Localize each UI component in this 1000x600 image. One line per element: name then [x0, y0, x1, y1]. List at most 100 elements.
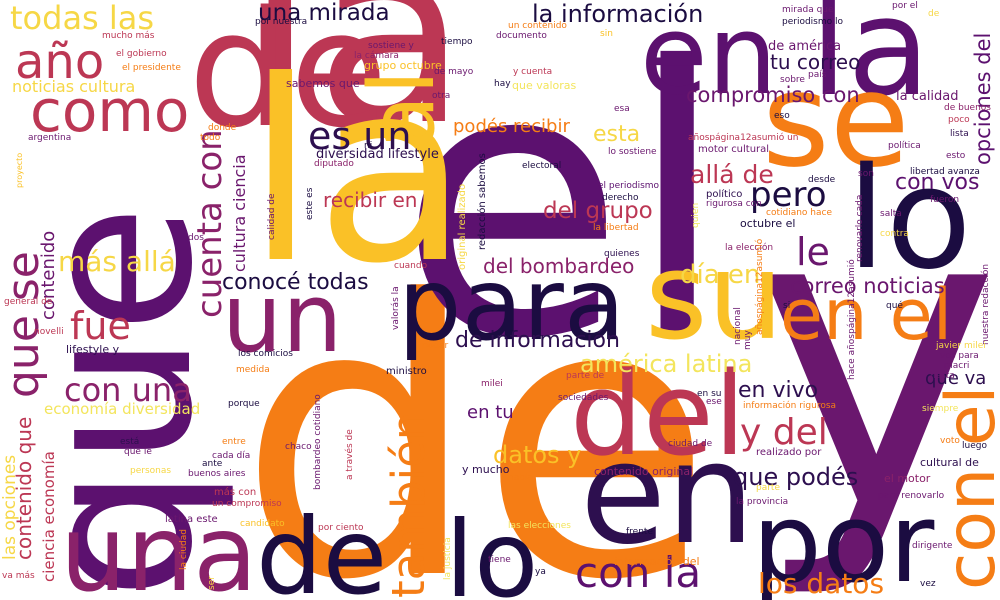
cloud-word: novelli: [34, 327, 64, 337]
cloud-word: nuestra redacción: [981, 263, 991, 345]
cloud-word: la elección: [725, 243, 774, 253]
cloud-word: para: [398, 246, 626, 363]
cloud-word: quienes: [604, 249, 640, 259]
cloud-word: esto: [946, 151, 966, 161]
cloud-word: renovarlo cada: [855, 194, 865, 262]
cloud-word: y: [752, 115, 1000, 600]
cloud-word: que va: [925, 368, 987, 389]
cloud-word: la información: [532, 0, 704, 28]
cloud-word: contenido original: [594, 465, 694, 478]
cloud-word: del bombardeo: [483, 254, 635, 278]
cloud-word: sostiene y: [368, 41, 414, 51]
cloud-word: cultura ciencia: [230, 154, 249, 272]
cloud-word: los comicios: [238, 349, 293, 359]
cloud-word: documento: [496, 31, 547, 41]
cloud-word: macri: [944, 361, 970, 371]
cloud-word: información rigurosa: [743, 401, 837, 411]
cloud-word: política: [888, 141, 921, 151]
cloud-word: medida: [236, 365, 270, 375]
cloud-word: que podés: [733, 463, 859, 491]
cloud-word: poder: [422, 341, 449, 351]
cloud-word: las elecciones: [508, 521, 571, 531]
cloud-word: la provincia: [736, 497, 789, 507]
cloud-word: compromiso con: [686, 83, 860, 107]
cloud-word: todo: [200, 133, 221, 143]
cloud-word: en: [580, 413, 755, 576]
cloud-word: del grupo: [543, 198, 653, 224]
cloud-word: con la: [575, 548, 702, 597]
cloud-word: correo noticias: [790, 274, 945, 298]
cloud-word: se: [762, 44, 910, 196]
cloud-word: frente: [626, 527, 653, 537]
cloud-word: el presidente: [122, 63, 181, 73]
cloud-word: sin: [600, 29, 613, 39]
cloud-word: ya: [535, 567, 546, 577]
cloud-word: allá de: [690, 160, 774, 189]
cloud-word: la libertad: [593, 223, 639, 233]
cloud-word: una: [60, 493, 258, 600]
cloud-word: como: [30, 77, 190, 145]
cloud-word: muy: [743, 330, 753, 350]
cloud-word: bombardeo cotidiano: [313, 394, 323, 490]
cloud-word: tiene: [488, 555, 511, 565]
cloud-word: periodismo lo: [782, 17, 844, 27]
cloud-word: a través de: [345, 429, 355, 480]
cloud-word: los datos: [758, 567, 885, 600]
cloud-word: nacional: [733, 307, 743, 345]
cloud-word: general de: [4, 297, 53, 307]
cloud-word: con vos: [895, 170, 980, 195]
cloud-word: ser: [207, 576, 217, 590]
cloud-word: en el: [780, 274, 953, 356]
cloud-word: y cuenta: [513, 67, 553, 77]
cloud-word: porque: [228, 399, 260, 409]
cloud-word: dos: [188, 233, 204, 243]
cloud-word: por: [752, 479, 935, 600]
cloud-word: tu correo: [770, 50, 861, 74]
cloud-word: ese: [706, 397, 722, 407]
cloud-word: que le: [124, 447, 152, 457]
cloud-word: javier milei: [936, 341, 986, 351]
cloud-word: había: [508, 473, 533, 483]
cloud-word: grupo octubre: [364, 59, 442, 72]
cloud-word: dirigente: [912, 541, 953, 551]
cloud-word: donde: [208, 123, 237, 133]
cloud-word: es un: [308, 114, 412, 158]
cloud-word: la justicia: [443, 537, 453, 580]
cloud-word: hay: [494, 79, 511, 89]
cloud-word: lo sostiene: [608, 147, 657, 157]
cloud-word: la: [245, 0, 468, 180]
cloud-word: economía diversidad: [44, 400, 201, 418]
cloud-word: cultural de: [920, 456, 979, 469]
cloud-word: añospágina12asumió un: [688, 133, 799, 143]
cloud-word: está: [120, 437, 140, 447]
cloud-word: quien: [691, 202, 701, 228]
cloud-word: más con: [214, 487, 257, 498]
cloud-word: chaco: [285, 442, 312, 452]
cloud-word: salta: [880, 209, 902, 219]
cloud-word: un contenido: [508, 21, 567, 31]
cloud-word: la: [246, 27, 469, 318]
cloud-word: un: [222, 264, 343, 374]
cloud-word: año: [15, 34, 105, 90]
cloud-word: proyecto: [15, 152, 24, 188]
cloud-word: que valoras: [512, 79, 577, 92]
cloud-word: derecho: [602, 193, 639, 203]
cloud-word: lista: [950, 129, 969, 139]
cloud-word: en su: [697, 389, 722, 399]
cloud-word: realizado por: [756, 447, 822, 458]
cloud-word: el motor: [884, 472, 931, 485]
cloud-word: lifestyle y: [66, 343, 120, 356]
cloud-word: esta: [593, 122, 641, 147]
cloud-word: opciones del: [971, 32, 995, 165]
cloud-word: va más: [2, 571, 35, 581]
cloud-word: de américa: [768, 39, 842, 54]
cloud-word: parte de: [566, 371, 605, 381]
cloud-word: américa latina: [580, 350, 753, 378]
cloud-word: lo: [445, 499, 539, 600]
cloud-word: ante: [202, 459, 223, 469]
cloud-word: para renovarlo: [878, 491, 945, 501]
cloud-word: fueron: [930, 195, 960, 205]
cloud-word: la ciudad: [179, 529, 189, 570]
cloud-word: en vivo: [738, 378, 819, 403]
cloud-word: este es: [305, 187, 315, 220]
